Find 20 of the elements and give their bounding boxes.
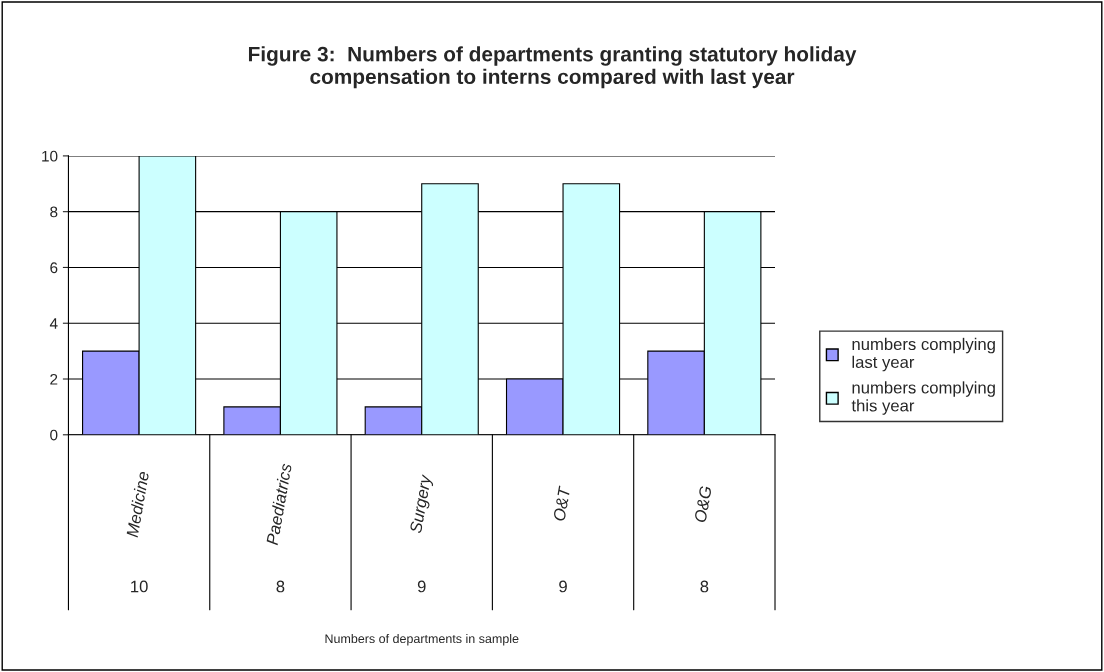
text: 8 [700,580,709,593]
y-tick-label: 2 [50,373,58,385]
y-tick-label: 6 [50,262,58,274]
x-tick-label: Medicine [125,470,150,538]
y-tick-label: 8 [50,206,58,218]
x-tick-label: Paediatrics [265,462,292,546]
y-tick-label: 4 [49,318,58,329]
text: 8 [276,580,285,593]
text: 9 [417,580,426,593]
x-tick-label: O&T [553,485,571,522]
y-tick-label: 10 [42,150,58,162]
legend-label: numbers complying this year [851,381,995,415]
chart-title: Figure 3: Numbers of departments granting statutory holiday compensation to interns compared with last year [248,46,857,89]
x-tick-label: O&G [694,485,712,523]
legend-label: numbers complying last year [852,337,995,372]
text: 9 [559,580,567,593]
x-tick-label: Surgery [409,473,435,535]
text: 10 [131,580,148,593]
y-tick-label: 0 [50,429,58,441]
text: Numbers of departments in sample [325,633,519,646]
